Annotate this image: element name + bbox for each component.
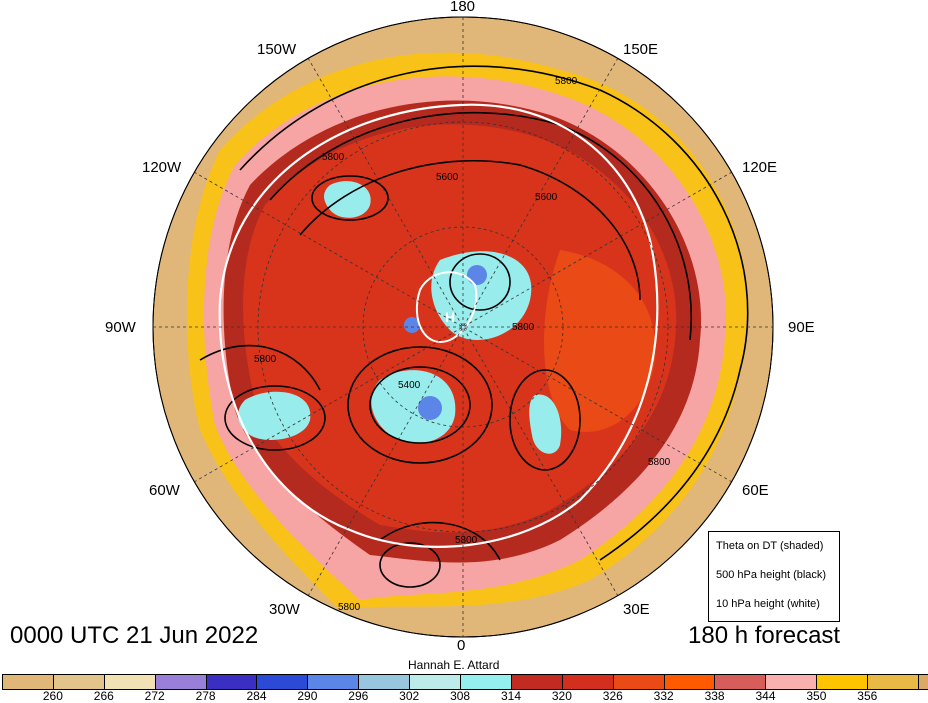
contour-label: 5800 — [338, 602, 361, 613]
lon-label-30w: 30W — [269, 601, 300, 618]
colorbar-tick-label: 308 — [450, 689, 471, 703]
lon-label-180: 180 — [450, 0, 476, 15]
colorbar-swatch — [53, 675, 105, 689]
cold-center-blue-1 — [467, 265, 487, 285]
valid-time: 0000 UTC 21 Jun 2022 — [10, 622, 259, 649]
lon-label-30e: 30E — [623, 601, 650, 618]
graticule — [153, 17, 773, 637]
colorbar-swatch — [359, 675, 411, 689]
contour-label: 5600 — [535, 192, 558, 203]
high-marker: H — [445, 309, 455, 325]
colorbar-swatch — [206, 675, 258, 689]
colorbar-tick-label: 320 — [551, 689, 572, 703]
colorbar-tick-label: 350 — [806, 689, 827, 703]
colorbar-swatch — [257, 675, 309, 689]
colorbar-swatch — [766, 675, 818, 689]
colorbar-swatch — [104, 675, 156, 689]
contour-label: 5800 — [512, 322, 535, 333]
height-10-contour-inner — [415, 271, 478, 343]
colorbar-swatch — [562, 675, 614, 689]
colorbar-tick-label: 272 — [144, 689, 165, 703]
colorbar-tick-label: 338 — [704, 689, 725, 703]
colorbar-tick-label: 314 — [500, 689, 522, 703]
colorbar-swatch — [410, 675, 462, 689]
cold-core-canada — [238, 391, 311, 440]
colorbar-tick-label: 260 — [42, 689, 63, 703]
polar-stereographic-map: 5800 5600 5600 5800 5800 5400 5800 5800 … — [152, 16, 774, 638]
height-10-contour-outer — [218, 103, 659, 548]
colorbar — [2, 674, 928, 690]
cold-center-blue-3 — [404, 317, 420, 333]
cold-center-blue-2 — [418, 396, 442, 420]
colorbar-swatch — [308, 675, 360, 689]
cold-core-pacific — [324, 181, 371, 218]
lon-label-90e: 90E — [788, 319, 815, 336]
colorbar-swatch — [511, 675, 563, 689]
contour-label: 5400 — [398, 380, 421, 391]
legend-box: Theta on DT (shaded) 500 hPa height (bla… — [708, 531, 840, 622]
colorbar-swatch — [461, 675, 512, 689]
lon-label-150w: 150W — [257, 41, 297, 58]
cold-core-siberia — [529, 394, 562, 454]
colorbar-swatch — [817, 675, 869, 689]
lon-label-60w: 60W — [149, 482, 180, 499]
colorbar-swatch — [664, 675, 716, 689]
contour-label: 5600 — [436, 172, 459, 183]
colorbar-tick-label: 278 — [195, 689, 216, 703]
contour-label: 5800 — [648, 457, 671, 468]
colorbar-tick-label: 302 — [399, 689, 420, 703]
colorbar-swatch — [919, 675, 928, 689]
forecast-hour: 180 h forecast — [688, 622, 841, 649]
colorbar-tick-label: 332 — [653, 689, 674, 703]
colorbar-tick-label: 290 — [297, 689, 318, 703]
colorbar-ticks: 260 266 272 278 284 290 296 302 308 314 320 326 332 3… — [0, 689, 928, 703]
lon-label-60e: 60E — [742, 482, 769, 499]
colorbar-tick-label: 344 — [755, 689, 776, 703]
colorbar-swatch — [868, 675, 920, 689]
author-credit: Hannah E. Attard — [408, 658, 500, 672]
legend-theta: Theta on DT (shaded) — [716, 540, 824, 552]
colorbar-tick-label: 296 — [348, 689, 369, 703]
lon-label-150e: 150E — [623, 41, 659, 58]
contour-label: 5800 — [254, 354, 277, 365]
colorbar-swatch — [3, 675, 54, 689]
contour-label: 5800 — [322, 152, 345, 163]
colorbar-swatch — [155, 675, 207, 689]
lon-label-120e: 120E — [742, 159, 778, 176]
cold-core-europe — [371, 370, 456, 444]
colorbar-swatch — [613, 675, 665, 689]
lon-label-90w: 90W — [105, 319, 136, 336]
lon-label-120w: 120W — [142, 159, 182, 176]
colorbar-tick-label: 326 — [602, 689, 623, 703]
colorbar-tick-label: 356 — [857, 689, 878, 703]
legend-10hpa: 10 hPa height (white) — [716, 598, 820, 610]
colorbar-tick-label: 266 — [93, 689, 114, 703]
contour-label: 5800 — [455, 535, 478, 546]
legend-500hpa: 500 hPa height (black) — [716, 569, 827, 581]
lon-label-0: 0 — [457, 637, 466, 654]
colorbar-swatch — [715, 675, 767, 689]
contour-label: 5800 — [555, 76, 578, 87]
colorbar-tick-label: 284 — [246, 689, 267, 703]
